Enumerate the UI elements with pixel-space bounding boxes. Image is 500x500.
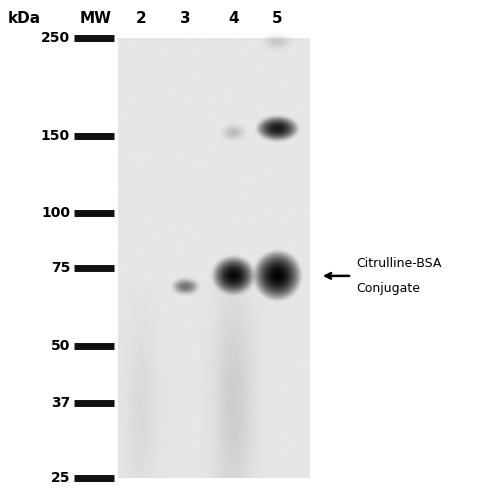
Text: 150: 150 bbox=[41, 128, 70, 142]
Text: kDa: kDa bbox=[8, 11, 41, 26]
Text: 75: 75 bbox=[50, 261, 70, 275]
Text: 3: 3 bbox=[180, 11, 190, 26]
Text: 25: 25 bbox=[50, 471, 70, 485]
Text: Citrulline-BSA: Citrulline-BSA bbox=[356, 257, 442, 270]
Text: 37: 37 bbox=[51, 396, 70, 410]
Text: 5: 5 bbox=[272, 11, 282, 26]
Text: Conjugate: Conjugate bbox=[356, 282, 420, 295]
Text: 250: 250 bbox=[41, 31, 70, 45]
Text: 100: 100 bbox=[41, 206, 70, 220]
Text: 2: 2 bbox=[136, 11, 146, 26]
Text: 50: 50 bbox=[50, 338, 70, 352]
Text: 4: 4 bbox=[228, 11, 238, 26]
Text: MW: MW bbox=[80, 11, 112, 26]
